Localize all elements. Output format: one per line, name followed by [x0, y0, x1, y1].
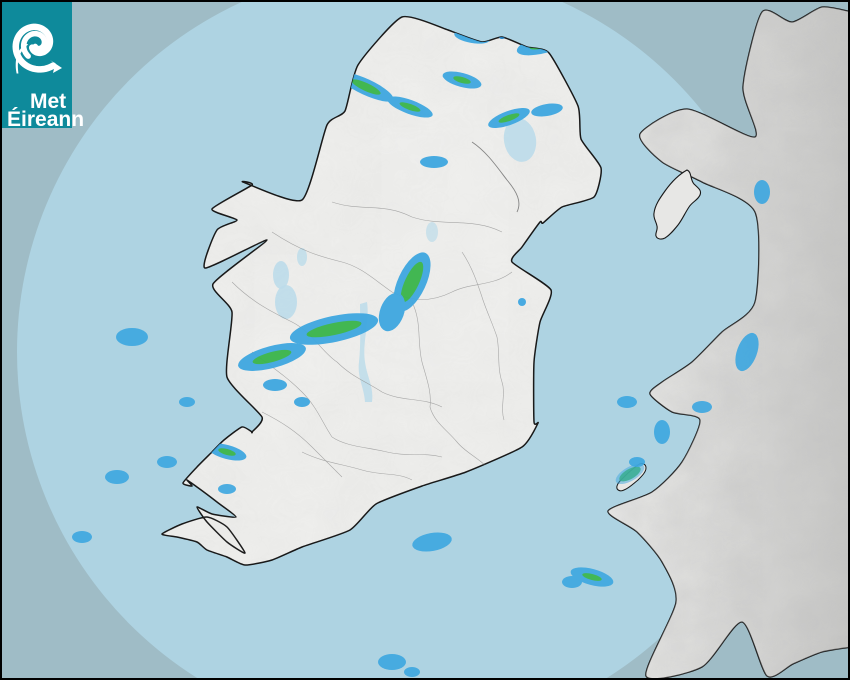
svg-text:Éireann: Éireann	[7, 108, 84, 131]
